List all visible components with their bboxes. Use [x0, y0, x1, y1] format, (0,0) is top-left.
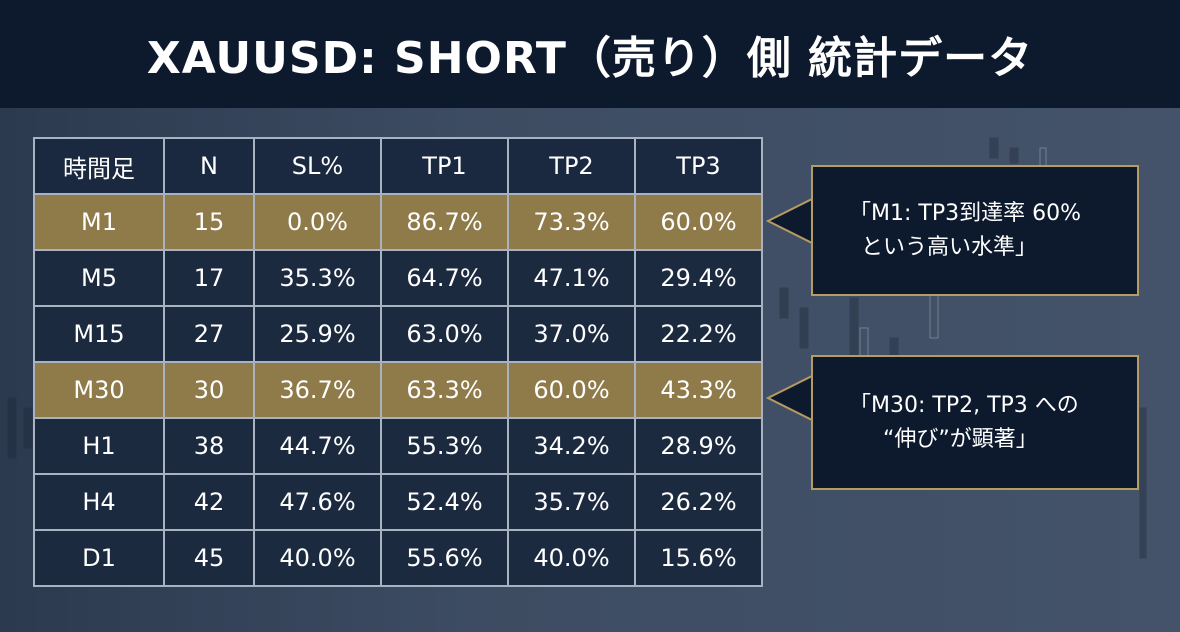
cell-tp2: 35.7% [507, 473, 636, 531]
cell-n: 38 [163, 417, 255, 475]
table-row-m30: M30 30 36.7% 63.3% 60.0% 43.3% [33, 361, 763, 419]
cell-sl: 44.7% [253, 417, 382, 475]
callout-m30-line2: “伸び”が顕著」 [883, 426, 1038, 452]
table-row-h4: H4 42 47.6% 52.4% 35.7% 26.2% [33, 473, 763, 531]
cell-tp3: 22.2% [634, 305, 763, 363]
cell-sl: 0.0% [253, 193, 382, 251]
cell-tp3: 15.6% [634, 529, 763, 587]
cell-timeframe: M15 [33, 305, 165, 363]
cell-n: 27 [163, 305, 255, 363]
cell-timeframe: D1 [33, 529, 165, 587]
cell-n: 17 [163, 249, 255, 307]
cell-tp3: 60.0% [634, 193, 763, 251]
callout-m30: 「M30: TP2, TP3 への “伸び”が顕著」 [811, 355, 1139, 490]
cell-timeframe: H4 [33, 473, 165, 531]
cell-timeframe: M1 [33, 193, 165, 251]
table-header-row: 時間足 N SL% TP1 TP2 TP3 [33, 137, 763, 195]
cell-timeframe: M30 [33, 361, 165, 419]
cell-tp1: 63.3% [380, 361, 509, 419]
cell-n: 45 [163, 529, 255, 587]
background-candlestick-chart [7, 137, 1147, 559]
cell-tp2: 37.0% [507, 305, 636, 363]
cell-tp2: 60.0% [507, 361, 636, 419]
cell-sl: 36.7% [253, 361, 382, 419]
cell-tp2: 73.3% [507, 193, 636, 251]
cell-tp3: 26.2% [634, 473, 763, 531]
cell-n: 15 [163, 193, 255, 251]
header-sl: SL% [253, 137, 382, 195]
callout-pointer [766, 196, 814, 246]
cell-timeframe: H1 [33, 417, 165, 475]
cell-tp3: 29.4% [634, 249, 763, 307]
callout-m1-line2: という高い水準」 [861, 234, 1038, 260]
header-tp3: TP3 [634, 137, 763, 195]
header-tp1: TP1 [380, 137, 509, 195]
table-row-h1: H1 38 44.7% 55.3% 34.2% 28.9% [33, 417, 763, 475]
cell-n: 30 [163, 361, 255, 419]
table-row-d1: D1 45 40.0% 55.6% 40.0% 15.6% [33, 529, 763, 587]
cell-tp1: 55.3% [380, 417, 509, 475]
cell-tp2: 34.2% [507, 417, 636, 475]
cell-tp1: 63.0% [380, 305, 509, 363]
cell-tp3: 28.9% [634, 417, 763, 475]
callout-pointer [766, 373, 814, 423]
table-row-m15: M15 27 25.9% 63.0% 37.0% 22.2% [33, 305, 763, 363]
cell-sl: 47.6% [253, 473, 382, 531]
cell-sl: 25.9% [253, 305, 382, 363]
cell-n: 42 [163, 473, 255, 531]
cell-timeframe: M5 [33, 249, 165, 307]
header-tp2: TP2 [507, 137, 636, 195]
page-title: XAUUSD: SHORT（売り）側 統計データ [0, 0, 1180, 108]
cell-tp2: 47.1% [507, 249, 636, 307]
header-timeframe: 時間足 [33, 137, 165, 195]
cell-tp1: 55.6% [380, 529, 509, 587]
callout-m1: 「M1: TP3到達率 60% という高い水準」 [811, 165, 1139, 296]
table-row-m5: M5 17 35.3% 64.7% 47.1% 29.4% [33, 249, 763, 307]
callout-m1-line1: 「M1: TP3到達率 60% [849, 200, 1081, 226]
table-row-m1: M1 15 0.0% 86.7% 73.3% 60.0% [33, 193, 763, 251]
cell-sl: 35.3% [253, 249, 382, 307]
stats-table: 時間足 N SL% TP1 TP2 TP3 M1 15 0.0% 86.7% 73.3%… [33, 137, 763, 587]
cell-tp3: 43.3% [634, 361, 763, 419]
callout-m30-line1: 「M30: TP2, TP3 への [849, 392, 1079, 418]
header-n: N [163, 137, 255, 195]
cell-sl: 40.0% [253, 529, 382, 587]
cell-tp1: 86.7% [380, 193, 509, 251]
cell-tp2: 40.0% [507, 529, 636, 587]
cell-tp1: 52.4% [380, 473, 509, 531]
cell-tp1: 64.7% [380, 249, 509, 307]
